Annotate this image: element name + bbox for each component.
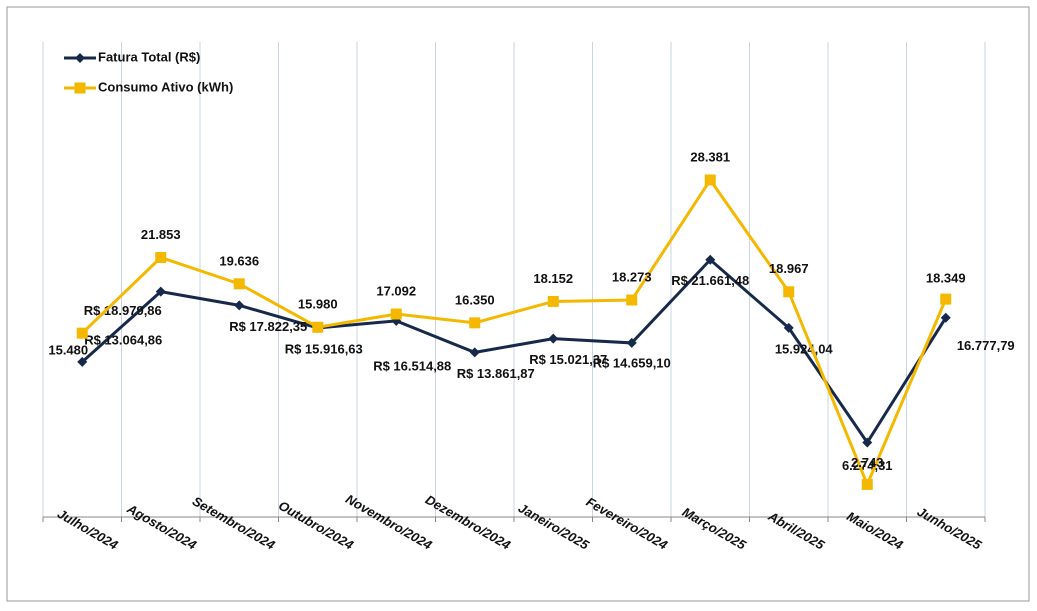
data-label: R$ 13.861,87 [457,366,535,381]
data-label: R$ 21.661,48 [671,273,749,288]
data-label: 2.743 [851,455,884,470]
data-point [155,286,166,297]
data-label: R$ 13.064,86 [84,332,162,347]
data-label: 21.853 [141,227,181,242]
data-point [548,333,559,344]
data-label: 15.480 [48,343,88,358]
data-point [705,254,716,265]
data-point [940,293,952,305]
legend-marker [75,53,85,63]
data-point [155,251,167,263]
data-point [77,356,88,367]
data-point [783,322,794,333]
data-point [626,294,638,306]
data-point [312,321,324,333]
data-label: 6.274,31 [842,458,893,473]
data-label: R$ 14.659,10 [593,355,671,370]
legend-marker [74,82,86,94]
legend-label: Fatura Total (R$) [98,49,200,64]
data-point [469,347,480,358]
data-label: 18.349 [926,271,966,286]
data-point [76,327,88,339]
data-point [233,278,245,290]
data-label: 17.092 [376,283,416,298]
data-label: 16.777,79 [957,338,1015,353]
data-label: R$ 16.514,88 [373,358,451,373]
data-label: R$ 15.916,63 [285,341,363,356]
data-label: R$ 15.021,37 [529,352,607,367]
data-point [626,337,637,348]
chart-border [6,6,1030,602]
data-label: 28.381 [690,149,730,164]
data-label: 19.636 [219,253,259,268]
series-line [81,177,948,489]
data-point [862,437,873,448]
legend-label: Consumo Ativo (kWh) [98,79,233,94]
data-label: 16.350 [455,292,495,307]
series-line [81,257,948,446]
data-point [469,317,481,329]
data-label: 18.967 [769,261,809,276]
data-label: R$ 17.822,35 [229,319,307,334]
data-point [390,308,402,320]
data-point [940,312,951,323]
data-label: 15.924,04 [775,341,834,356]
data-label: R$ 18.979,86 [84,303,162,318]
data-label: 18.152 [533,271,573,286]
data-label: 15.980 [298,297,338,312]
data-point [861,478,873,490]
data-point [783,286,795,298]
data-point [234,300,245,311]
data-point [704,174,716,186]
data-label: 18.273 [612,269,652,284]
data-point [547,295,559,307]
